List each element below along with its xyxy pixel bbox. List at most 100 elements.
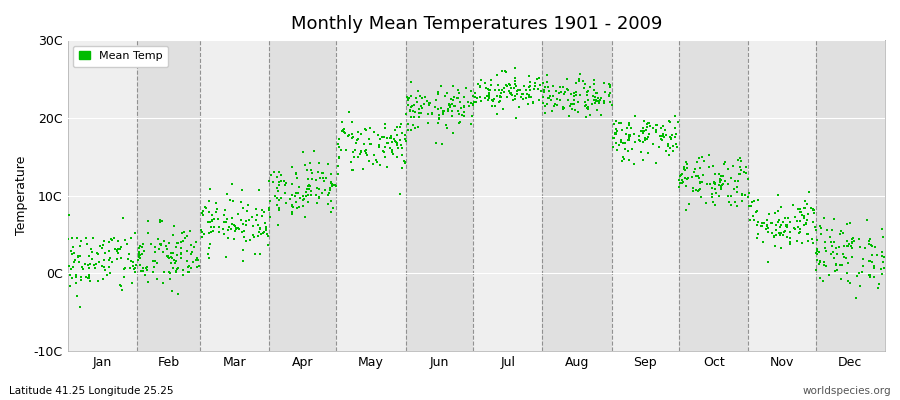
Point (569, 88, 583, 95)
Point (104, 236, 118, 242)
Point (694, 194, 708, 200)
Point (796, 205, 811, 212)
Point (386, 151, 400, 157)
Point (192, 263, 206, 270)
Point (202, 198, 216, 204)
Point (258, 225, 273, 232)
Point (695, 154, 709, 161)
Point (217, 206, 231, 213)
Point (363, 140, 377, 147)
Point (187, 244, 202, 250)
Point (251, 186, 266, 193)
Point (205, 217, 220, 224)
Point (398, 136, 412, 142)
Point (490, 71, 504, 78)
Point (152, 241, 166, 247)
Point (609, 131, 624, 138)
Point (184, 251, 198, 257)
Point (542, 95, 556, 102)
Point (580, 105, 594, 111)
Point (846, 237, 860, 244)
Point (272, 204, 286, 211)
Point (875, 270, 889, 277)
Point (175, 229, 189, 236)
Point (260, 242, 274, 248)
Point (258, 227, 273, 234)
Point (290, 204, 304, 211)
Point (745, 199, 760, 206)
Point (718, 178, 733, 185)
Point (578, 81, 592, 88)
Point (713, 177, 727, 183)
Point (248, 251, 263, 257)
Point (263, 198, 277, 204)
Point (510, 87, 525, 93)
Point (607, 121, 621, 127)
Point (655, 132, 670, 139)
Point (266, 179, 280, 185)
Point (586, 96, 600, 103)
Point (492, 93, 507, 99)
Point (324, 179, 338, 186)
Point (724, 174, 738, 181)
Point (390, 154, 404, 160)
Point (637, 128, 652, 134)
Point (398, 132, 412, 138)
Point (516, 90, 530, 97)
Point (505, 92, 519, 98)
Point (491, 111, 505, 118)
Point (414, 109, 428, 116)
Point (597, 80, 611, 86)
Point (415, 104, 429, 111)
Point (783, 218, 797, 225)
Point (725, 163, 740, 169)
Point (233, 217, 248, 223)
Point (806, 218, 821, 225)
Point (168, 268, 183, 274)
Point (432, 115, 446, 121)
Point (844, 254, 859, 260)
Point (154, 241, 168, 248)
Point (474, 98, 489, 104)
Point (538, 110, 553, 116)
Point (610, 147, 625, 154)
Point (62, 282, 77, 289)
Point (86, 262, 101, 268)
Point (332, 136, 347, 143)
Point (272, 178, 286, 185)
Point (271, 222, 285, 228)
Point (202, 244, 217, 251)
Point (773, 224, 788, 230)
Point (310, 185, 324, 192)
Point (760, 222, 774, 229)
Point (284, 208, 299, 215)
Point (615, 158, 629, 164)
Point (871, 284, 886, 291)
Point (541, 94, 555, 101)
Point (621, 137, 635, 143)
Point (344, 159, 358, 166)
Point (601, 92, 616, 98)
Point (317, 178, 331, 184)
Point (177, 228, 192, 235)
Point (844, 236, 859, 242)
Point (466, 92, 481, 99)
Point (114, 255, 129, 261)
Point (679, 159, 693, 165)
Point (380, 140, 394, 146)
Point (163, 276, 177, 282)
Point (229, 226, 243, 232)
Point (366, 152, 381, 158)
Point (277, 190, 292, 196)
Point (662, 134, 677, 140)
Point (601, 81, 616, 87)
Point (674, 177, 688, 183)
Point (616, 126, 630, 133)
Point (797, 214, 812, 221)
Point (391, 145, 405, 152)
Point (724, 192, 738, 199)
Point (688, 187, 703, 193)
Point (350, 137, 365, 143)
Point (774, 222, 788, 228)
Point (195, 229, 210, 236)
